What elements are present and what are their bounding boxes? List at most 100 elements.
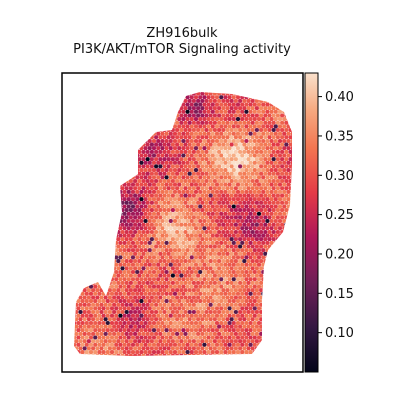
spot bbox=[135, 138, 140, 144]
spot bbox=[120, 288, 125, 293]
spot bbox=[183, 302, 188, 307]
spot bbox=[252, 248, 257, 253]
spot bbox=[95, 208, 100, 213]
spot bbox=[135, 197, 140, 202]
spot bbox=[248, 320, 253, 326]
spot bbox=[156, 117, 161, 122]
spot bbox=[204, 346, 209, 351]
spot bbox=[185, 117, 190, 122]
spot bbox=[133, 302, 138, 307]
spot bbox=[68, 204, 72, 208]
spot bbox=[185, 168, 190, 173]
spot bbox=[191, 295, 196, 300]
spot bbox=[267, 280, 272, 285]
spot bbox=[263, 178, 268, 184]
spot bbox=[93, 240, 98, 245]
spot bbox=[271, 193, 276, 198]
spot bbox=[112, 244, 117, 249]
spot bbox=[149, 339, 154, 344]
spot bbox=[74, 211, 77, 216]
spot bbox=[175, 331, 180, 336]
spot bbox=[231, 350, 236, 355]
spot bbox=[93, 226, 98, 231]
spot bbox=[200, 244, 205, 249]
spot bbox=[183, 200, 188, 205]
spot bbox=[256, 189, 262, 194]
spot bbox=[259, 251, 264, 256]
spot bbox=[82, 164, 87, 169]
spot bbox=[265, 226, 270, 231]
spot bbox=[130, 182, 136, 187]
spot bbox=[170, 178, 175, 184]
spot bbox=[133, 229, 138, 235]
spot bbox=[74, 339, 79, 344]
spot bbox=[76, 175, 81, 180]
spot bbox=[139, 233, 144, 238]
spot bbox=[265, 335, 270, 340]
spot bbox=[137, 208, 142, 213]
spot bbox=[139, 313, 144, 318]
spot bbox=[80, 240, 85, 245]
spot bbox=[263, 120, 268, 125]
spot bbox=[227, 124, 232, 129]
spot bbox=[219, 182, 224, 187]
spot bbox=[185, 204, 190, 209]
spot bbox=[284, 149, 289, 154]
spot bbox=[250, 273, 255, 278]
spot bbox=[128, 171, 133, 176]
spot bbox=[210, 197, 215, 202]
spot bbox=[183, 98, 188, 103]
spot bbox=[78, 106, 83, 111]
spot bbox=[214, 277, 220, 282]
spot bbox=[280, 200, 285, 205]
spot bbox=[74, 92, 77, 93]
spot bbox=[293, 164, 297, 168]
spot bbox=[238, 186, 243, 191]
spot bbox=[265, 299, 270, 304]
spot bbox=[227, 146, 232, 151]
spot bbox=[286, 138, 291, 144]
spot bbox=[80, 182, 85, 187]
spot bbox=[145, 200, 150, 205]
spot bbox=[193, 204, 199, 209]
spot bbox=[217, 346, 222, 351]
spot bbox=[118, 131, 123, 136]
spot bbox=[263, 113, 268, 118]
spot bbox=[227, 117, 232, 122]
spot bbox=[254, 259, 259, 264]
spot bbox=[235, 168, 241, 173]
spot bbox=[198, 124, 203, 129]
spot bbox=[252, 182, 257, 187]
spot bbox=[116, 135, 121, 140]
spot bbox=[293, 259, 297, 263]
spot bbox=[95, 244, 100, 249]
spot bbox=[177, 153, 182, 158]
spot bbox=[282, 240, 287, 245]
spot bbox=[248, 124, 253, 129]
spot bbox=[248, 335, 253, 340]
spot bbox=[275, 309, 280, 315]
spot bbox=[107, 149, 112, 154]
spot bbox=[214, 284, 220, 289]
spot bbox=[240, 168, 245, 173]
spot bbox=[293, 237, 297, 241]
spot bbox=[177, 117, 182, 122]
spot bbox=[219, 335, 224, 340]
spot bbox=[147, 277, 152, 282]
spot bbox=[259, 317, 264, 322]
spot bbox=[227, 306, 232, 311]
spot bbox=[240, 306, 245, 311]
spot bbox=[122, 320, 127, 326]
spot bbox=[74, 306, 77, 311]
spot bbox=[242, 229, 247, 235]
spot bbox=[227, 342, 232, 347]
spot bbox=[103, 295, 108, 300]
spot bbox=[179, 106, 184, 111]
spot bbox=[99, 127, 104, 133]
spot bbox=[204, 229, 209, 235]
spot bbox=[233, 317, 238, 322]
spot bbox=[202, 153, 207, 158]
spot bbox=[254, 157, 259, 162]
spot bbox=[206, 204, 211, 209]
spot bbox=[286, 306, 291, 311]
